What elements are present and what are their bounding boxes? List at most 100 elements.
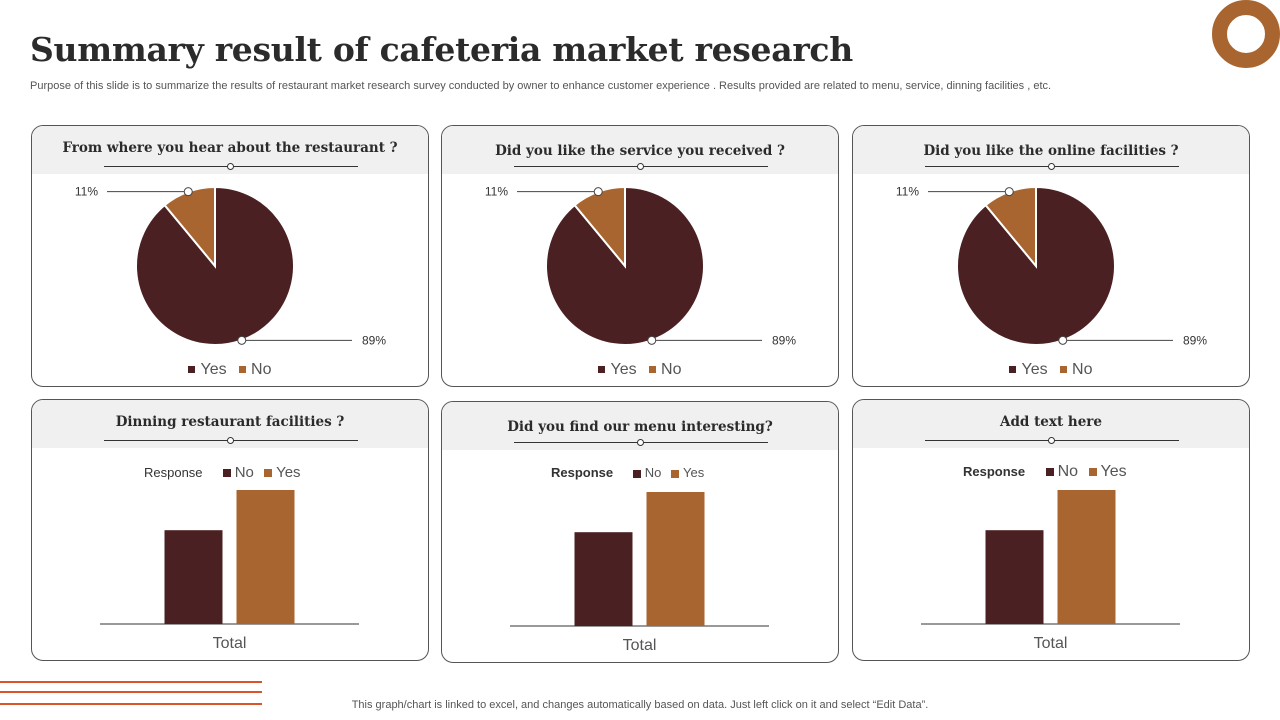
legend-label-no: No [251, 361, 272, 378]
legend-title: Response [551, 465, 614, 480]
legend-swatch-no [239, 366, 247, 374]
legend-swatch-yes [188, 366, 196, 374]
legend-item-no: No [632, 465, 662, 480]
footer-line [0, 681, 262, 683]
legend-label-yes: Yes [610, 361, 637, 378]
legend-swatch-no [649, 366, 657, 374]
legend-swatch-no [1060, 366, 1068, 374]
header-dot [1048, 163, 1055, 170]
legend-label-no: No [1057, 463, 1079, 480]
pie-chart-online[interactable]: 89% 11% [853, 126, 1250, 387]
legend-swatch-no [1045, 467, 1054, 476]
legend-title: Response [963, 464, 1026, 479]
bar-yes [646, 492, 705, 626]
header-dot [227, 437, 234, 444]
card-question: Did you like the online facilities ? [923, 143, 1179, 159]
legend-swatch-no [222, 469, 231, 478]
card-header: Did you like the service you received ? [442, 126, 838, 174]
bar-yes [1057, 490, 1116, 624]
card-question: Did you find our menu interesting? [507, 419, 773, 435]
leader-dot-no [183, 187, 193, 197]
legend-label-yes: Yes [276, 464, 301, 481]
legend-item-yes: Yes [671, 465, 704, 480]
legend-label-yes: Yes [683, 465, 705, 480]
leader-dot-yes [1058, 335, 1068, 345]
logo-ring-icon [1212, 0, 1280, 68]
pie-chart-service[interactable]: 89% 11% [442, 126, 839, 387]
legend-swatch-yes [671, 469, 680, 478]
footer-line [0, 703, 262, 705]
legend-item-yes: Yes [1009, 361, 1048, 378]
bar-no [164, 530, 223, 624]
x-tick-label: Total [1034, 635, 1068, 652]
card-question: Did you like the service you received ? [495, 143, 785, 159]
pie-card-online: Did you like the online facilities ? 89%… [852, 125, 1250, 387]
legend-label-no: No [234, 464, 254, 481]
bar-yes [236, 490, 295, 624]
legend-swatch-yes [264, 469, 273, 478]
legend-label-yes: Yes [200, 361, 227, 378]
page-subtitle: Purpose of this slide is to summarize th… [30, 80, 1052, 92]
card-question: From where you hear about the restaurant… [62, 140, 398, 156]
bar-no [985, 530, 1044, 624]
legend-label-yes: Yes [1021, 361, 1048, 378]
legend-item-yes: Yes [264, 464, 301, 481]
legend-swatch-yes [598, 366, 606, 374]
legend-item-yes: Yes [598, 361, 637, 378]
leader-dot-no [593, 187, 603, 197]
data-label-no: 11% [75, 185, 98, 199]
bar-card-dinning: Dinning restaurant facilities ? Response… [31, 399, 429, 661]
leader-dot-no [1004, 187, 1014, 197]
header-dot [637, 163, 644, 170]
bar-chart-menu[interactable]: Total [442, 402, 839, 663]
legend-item-yes: Yes [188, 361, 227, 378]
bar-legend: Response No Yes [963, 463, 1133, 481]
pie-chart-hear-about[interactable]: 89% 11% [32, 126, 429, 387]
legend-item-yes: Yes [1088, 463, 1127, 480]
bar-legend: Response No Yes [551, 465, 710, 480]
bar-no [574, 532, 633, 626]
pie-legend: Yes No [442, 361, 838, 379]
card-header: Did you find our menu interesting? [442, 402, 838, 450]
legend-label-no: No [644, 465, 662, 480]
header-dot [1048, 437, 1055, 444]
card-header: Add text here [853, 400, 1249, 448]
bar-legend: Response No Yes [144, 464, 307, 481]
pie-card-hear-about: From where you hear about the restaurant… [31, 125, 429, 387]
x-tick-label: Total [213, 635, 247, 652]
data-label-no: 11% [485, 185, 508, 199]
legend-swatch-yes [1009, 366, 1017, 374]
legend-item-no: No [649, 361, 682, 378]
card-header: Did you like the online facilities ? [853, 126, 1249, 174]
card-question: Dinning restaurant facilities ? [115, 414, 345, 430]
leader-dot-yes [237, 335, 247, 345]
legend-label-no: No [1072, 361, 1093, 378]
leader-dot-yes [647, 335, 657, 345]
data-label-yes: 89% [1183, 333, 1207, 347]
legend-item-no: No [1045, 463, 1079, 480]
pie-card-service: Did you like the service you received ? … [441, 125, 839, 387]
x-tick-label: Total [623, 637, 657, 654]
header-dot [227, 163, 234, 170]
legend-label-yes: Yes [1100, 463, 1127, 480]
legend-item-no: No [239, 361, 272, 378]
card-header: Dinning restaurant facilities ? [32, 400, 428, 448]
pie-legend: Yes No [32, 361, 428, 379]
footer-line [0, 691, 262, 693]
bar-chart-add-text[interactable]: Total [853, 400, 1250, 661]
bar-chart-dinning[interactable]: Total [32, 400, 429, 661]
legend-item-no: No [222, 464, 254, 481]
legend-item-no: No [1060, 361, 1093, 378]
bar-card-add-text: Add text here Response No Yes Total [852, 399, 1250, 661]
card-header: From where you hear about the restaurant… [32, 126, 428, 174]
legend-swatch-yes [1088, 467, 1097, 476]
legend-swatch-no [632, 469, 641, 478]
data-label-yes: 89% [362, 333, 386, 347]
bar-card-menu: Did you find our menu interesting? Respo… [441, 401, 839, 663]
card-question: Add text here [1000, 414, 1102, 430]
data-label-no: 11% [896, 185, 919, 199]
legend-label-no: No [661, 361, 682, 378]
legend-title: Response [144, 465, 203, 480]
pie-legend: Yes No [853, 361, 1249, 379]
footer-note: This graph/chart is linked to excel, and… [351, 699, 929, 711]
